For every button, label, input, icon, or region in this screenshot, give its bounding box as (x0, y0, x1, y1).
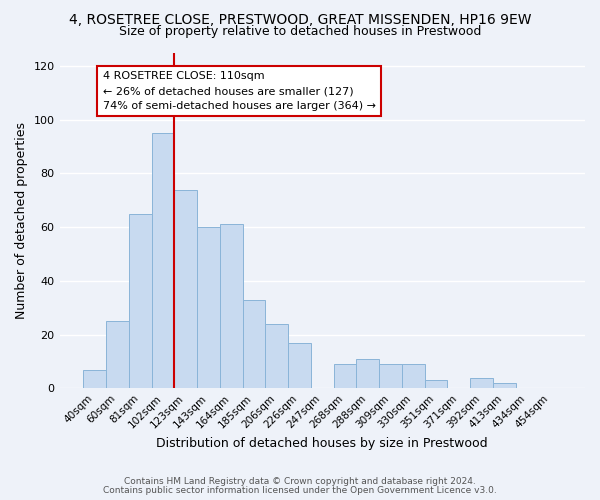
Bar (334, 364, 356, 388)
Text: 4 ROSETREE CLOSE: 110sqm
← 26% of detached houses are smaller (127)
74% of semi-: 4 ROSETREE CLOSE: 110sqm ← 26% of detach… (103, 72, 376, 111)
Bar (379, 364, 402, 388)
Bar (470, 378, 493, 388)
Text: Contains public sector information licensed under the Open Government Licence v3: Contains public sector information licen… (103, 486, 497, 495)
Bar (402, 364, 425, 388)
Bar (129, 214, 152, 388)
Bar (493, 383, 515, 388)
Bar (152, 133, 175, 388)
Bar (220, 224, 242, 388)
Bar (106, 321, 129, 388)
Bar (242, 300, 265, 388)
Bar (197, 227, 220, 388)
Text: Contains HM Land Registry data © Crown copyright and database right 2024.: Contains HM Land Registry data © Crown c… (124, 478, 476, 486)
Bar (288, 342, 311, 388)
Y-axis label: Number of detached properties: Number of detached properties (15, 122, 28, 319)
X-axis label: Distribution of detached houses by size in Prestwood: Distribution of detached houses by size … (157, 437, 488, 450)
Bar (356, 359, 379, 388)
Text: 4, ROSETREE CLOSE, PRESTWOOD, GREAT MISSENDEN, HP16 9EW: 4, ROSETREE CLOSE, PRESTWOOD, GREAT MISS… (69, 12, 531, 26)
Bar (425, 380, 448, 388)
Bar (265, 324, 288, 388)
Text: Size of property relative to detached houses in Prestwood: Size of property relative to detached ho… (119, 25, 481, 38)
Bar (175, 190, 197, 388)
Bar (83, 370, 106, 388)
